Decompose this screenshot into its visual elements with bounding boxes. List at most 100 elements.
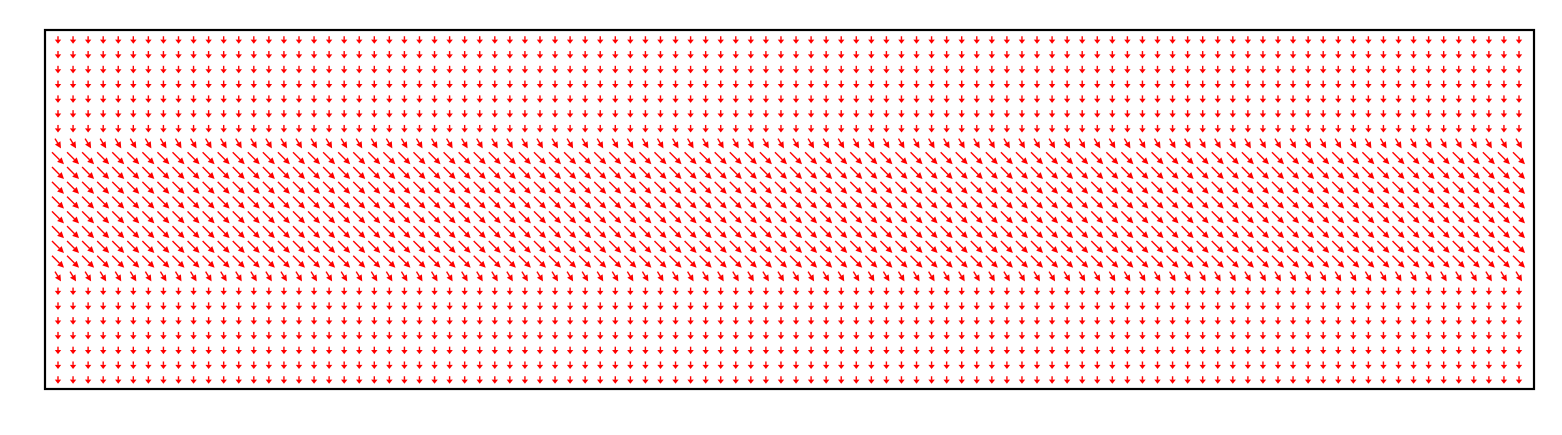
arrow-head: [340, 128, 348, 133]
quiver-arrow: [54, 65, 62, 74]
arrow-shaft: [488, 255, 497, 264]
quiver-arrow: [744, 196, 757, 209]
arrow-shaft: [292, 225, 301, 235]
quiver-arrow: [1320, 51, 1327, 59]
arrow-shaft: [1512, 210, 1521, 220]
arrow-shaft: [973, 271, 978, 277]
arrow-shaft: [849, 240, 859, 249]
quiver-arrow: [202, 240, 215, 253]
arrow-shaft: [277, 240, 286, 249]
arrow-shaft: [51, 181, 60, 190]
arrow-head: [1066, 201, 1074, 209]
arrow-head: [388, 231, 396, 239]
quiver-arrow: [355, 271, 363, 282]
quiver-arrow: [928, 95, 935, 103]
quiver-arrow: [702, 124, 709, 133]
quiver-arrow: [397, 210, 411, 224]
arrow-head: [57, 231, 64, 239]
arrow-shaft: [1181, 181, 1190, 190]
quiver-arrow: [536, 36, 544, 44]
arrow-shaft: [81, 225, 91, 235]
arrow-head: [1262, 186, 1269, 194]
arrow-head: [1214, 54, 1221, 59]
quiver-arrow: [1376, 255, 1390, 268]
arrow-head: [1395, 54, 1402, 59]
arrow-head: [960, 201, 968, 209]
arrow-head: [1442, 157, 1450, 165]
arrow-head: [371, 128, 378, 133]
quiver-arrow: [925, 210, 938, 224]
arrow-head: [145, 98, 152, 103]
quiver-arrow: [1485, 80, 1493, 89]
arrow-head: [780, 246, 787, 253]
quiver-arrow: [220, 124, 227, 133]
arrow-shaft: [262, 240, 271, 249]
arrow-head: [237, 186, 245, 194]
arrow-head: [433, 231, 441, 239]
quiver-arrow: [1452, 151, 1465, 165]
quiver-arrow: [729, 240, 742, 253]
quiver-arrow: [145, 51, 152, 59]
arrow-head: [990, 186, 998, 194]
arrow-head: [1006, 216, 1013, 224]
arrow-head: [1066, 172, 1074, 180]
quiver-arrow: [642, 51, 649, 59]
arrow-head: [1154, 274, 1161, 282]
quiver-arrow: [958, 95, 965, 103]
arrow-head: [1457, 157, 1465, 165]
arrow-shaft: [1482, 240, 1491, 249]
quiver-arrow: [1169, 124, 1176, 133]
arrow-head: [642, 39, 649, 44]
quiver-arrow: [99, 95, 107, 103]
arrow-head: [1244, 54, 1252, 59]
quiver-arrow: [431, 110, 438, 118]
arrow-head: [1096, 231, 1104, 239]
arrow-head: [644, 172, 652, 180]
arrow-shaft: [1015, 210, 1024, 220]
arrow-shaft: [1120, 181, 1130, 190]
arrow-head: [975, 186, 983, 194]
arrow-head: [1382, 172, 1390, 180]
arrow-head: [853, 39, 860, 44]
arrow-shaft: [1030, 196, 1039, 205]
arrow-head: [629, 186, 637, 194]
arrow-head: [130, 274, 137, 282]
arrow-head: [822, 39, 830, 44]
arrow-head: [1518, 216, 1525, 224]
quiver-arrow: [849, 196, 863, 209]
arrow-shaft: [159, 271, 164, 277]
quiver-arrow: [1214, 271, 1221, 282]
arrow-head: [1457, 186, 1465, 194]
arrow-shaft: [292, 181, 301, 190]
quiver-arrow: [337, 255, 351, 268]
arrow-head: [1440, 113, 1447, 118]
arrow-head: [87, 246, 95, 253]
quiver-arrow: [400, 271, 408, 282]
quiver-arrow: [491, 51, 498, 59]
arrow-head: [566, 69, 574, 74]
quiver-arrow: [69, 110, 77, 118]
quiver-arrow: [973, 110, 980, 118]
quiver-arrow: [838, 51, 845, 59]
arrow-shaft: [81, 196, 91, 205]
arrow-shaft: [99, 271, 104, 277]
quiver-arrow: [822, 271, 830, 282]
arrow-head: [1199, 128, 1206, 133]
arrow-head: [252, 186, 260, 194]
arrow-head: [1455, 39, 1462, 44]
arrow-head: [463, 172, 471, 180]
arrow-head: [491, 113, 498, 118]
arrow-head: [898, 128, 905, 133]
arrow-shaft: [337, 210, 347, 220]
arrow-shaft: [653, 166, 663, 175]
quiver-arrow: [1350, 110, 1357, 118]
quiver-arrow: [1470, 95, 1478, 103]
arrow-shaft: [144, 271, 149, 277]
quiver-arrow: [175, 51, 182, 59]
arrow-shaft: [84, 138, 89, 144]
quiver-arrow: [265, 138, 272, 149]
quiver-arrow: [623, 225, 637, 239]
arrow-shaft: [1392, 255, 1401, 264]
arrow-shaft: [355, 138, 360, 144]
quiver-arrow: [476, 95, 483, 103]
